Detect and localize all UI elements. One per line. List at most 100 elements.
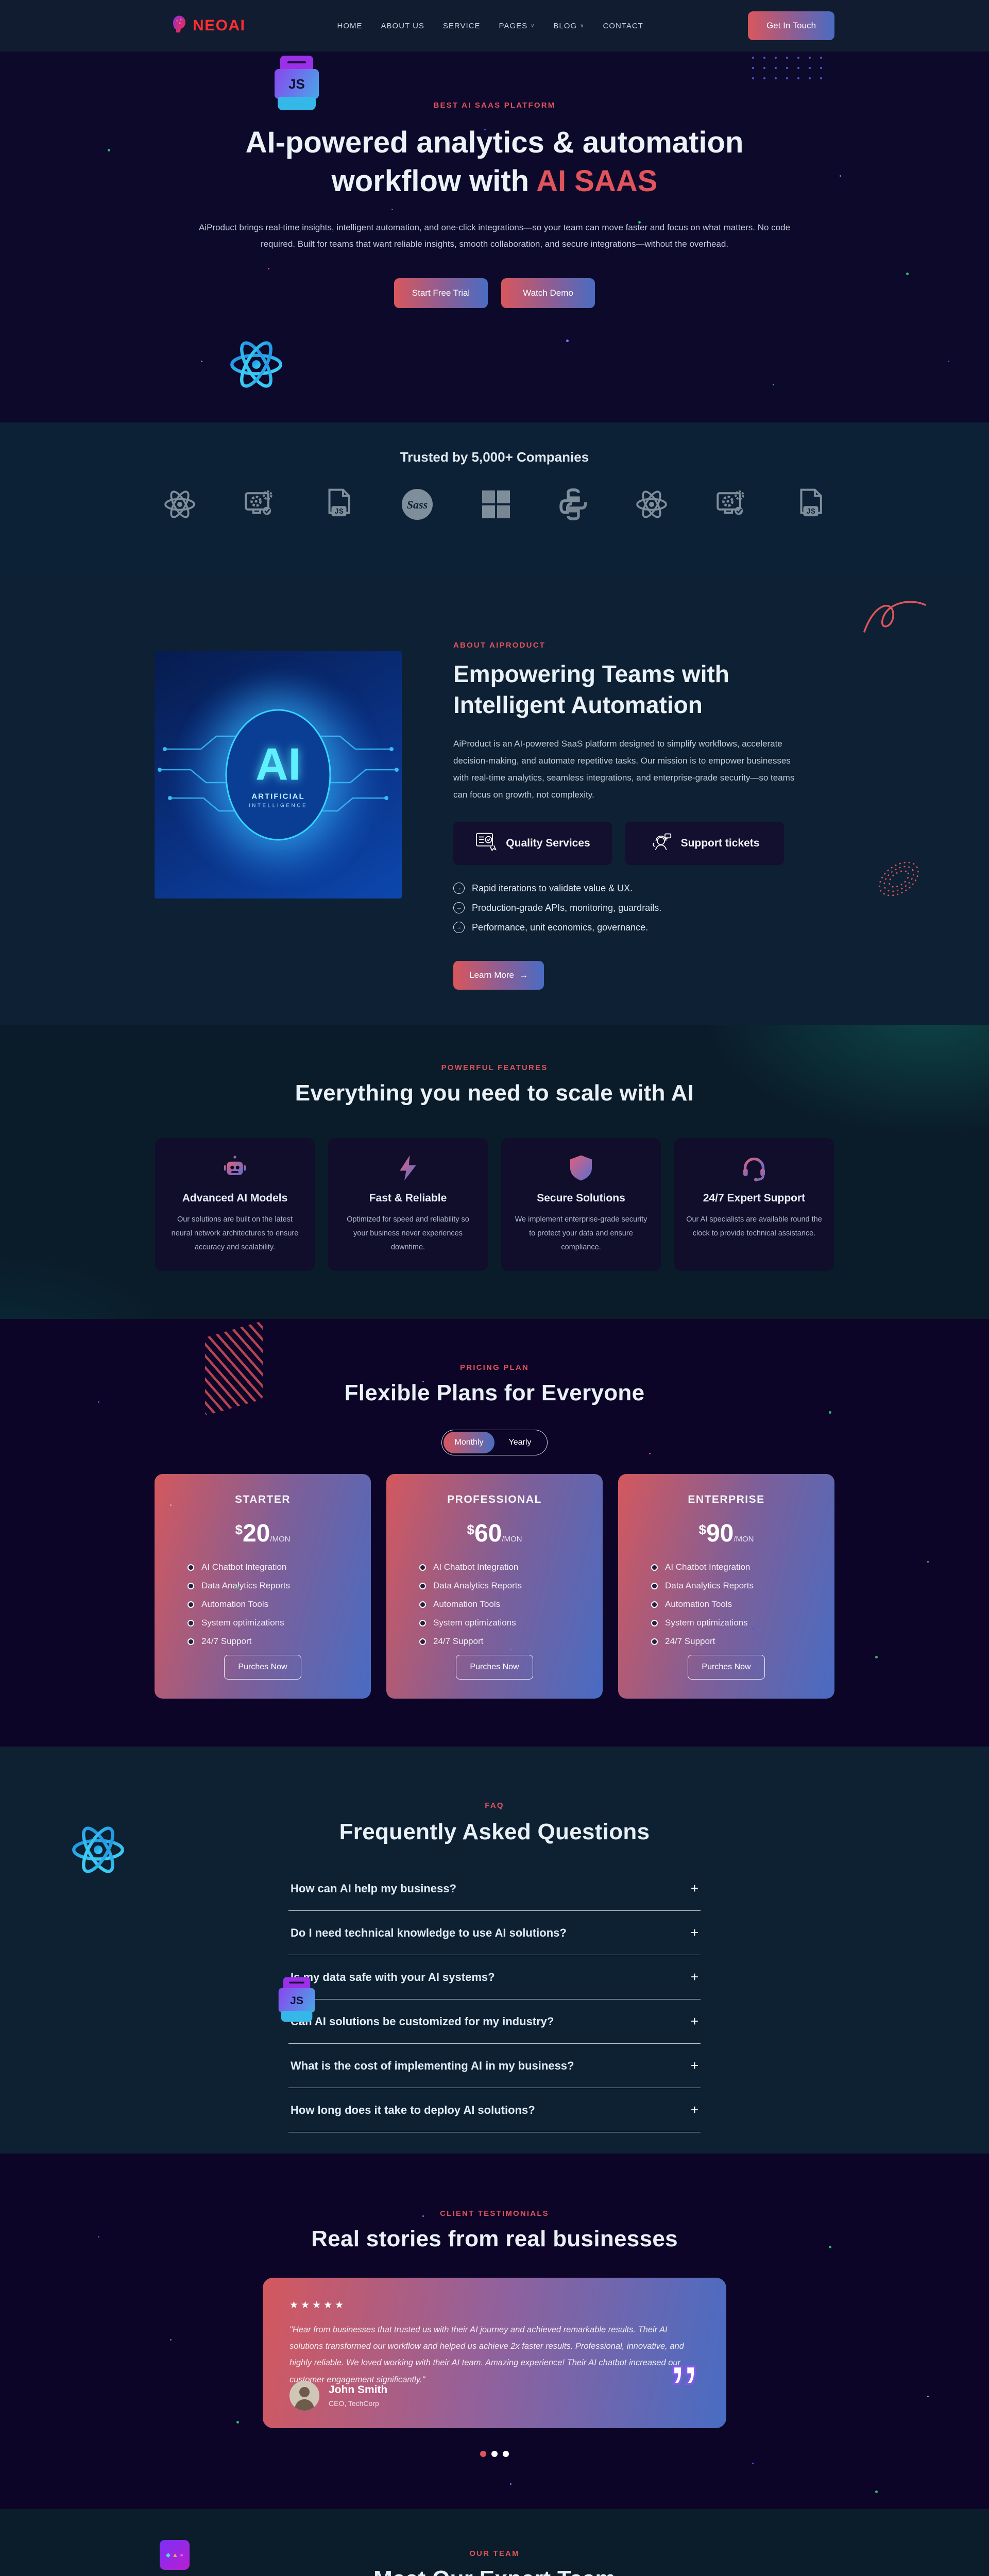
testimonials-title: Real stories from real businesses <box>311 2226 678 2251</box>
js-badge-icon: JS <box>273 56 320 110</box>
plan-card-starter: STARTER $20/MON AI Chatbot Integration D… <box>155 1474 371 1699</box>
hero-description: AiProduct brings real-time insights, int… <box>198 222 791 249</box>
about-bullet: → Rapid iterations to validate value & UX… <box>453 883 814 894</box>
svg-text:Sass: Sass <box>407 498 428 511</box>
support-tickets-chip: Support tickets <box>625 822 784 866</box>
ring-bullet-icon <box>419 1638 426 1645</box>
js-badge-icon: JS <box>277 1977 316 2022</box>
watch-demo-button[interactable]: Watch Demo <box>501 278 595 309</box>
support-agent-icon <box>650 832 673 855</box>
ring-bullet-icon <box>651 1601 658 1608</box>
purchase-now-button[interactable]: Purches Now <box>224 1655 301 1680</box>
swirl-decoration <box>861 596 928 642</box>
billing-monthly-option[interactable]: Monthly <box>444 1432 494 1453</box>
lightning-bolt-icon <box>394 1155 422 1184</box>
features-kicker: POWERFUL FEATURES <box>441 1063 548 1072</box>
chevron-down-icon: ∨ <box>580 23 585 29</box>
ring-bullet-icon <box>419 1582 426 1589</box>
ring-bullet-icon <box>187 1638 194 1645</box>
react-atom-icon <box>71 1823 125 1879</box>
about-kicker: ABOUT AIPRODUCT <box>453 641 546 650</box>
shapes-box-icon: ◆ ▲ ● <box>160 2540 190 2570</box>
carousel-dot[interactable] <box>503 2451 509 2457</box>
carousel-dot[interactable] <box>480 2451 486 2457</box>
nav-contact[interactable]: CONTACT <box>603 21 643 30</box>
ring-bullet-icon <box>187 1619 194 1626</box>
dots-grid-decoration <box>752 57 825 79</box>
feature-card-support[interactable]: 24/7 Expert Support Our AI specialists a… <box>674 1138 834 1271</box>
plan-price: $20/MON <box>235 1520 291 1547</box>
about-bullet: → Production-grade APIs, monitoring, guar… <box>453 902 814 914</box>
plan-card-enterprise: ENTERPRISE $90/MON AI Chatbot Integratio… <box>618 1474 834 1699</box>
about-title: Empowering Teams with Intelligent Automa… <box>453 660 729 718</box>
nav-pages[interactable]: PAGES ∨ <box>499 21 535 30</box>
purchase-now-button[interactable]: Purches Now <box>688 1655 765 1680</box>
purchase-now-button[interactable]: Purches Now <box>456 1655 533 1680</box>
get-in-touch-button[interactable]: Get In Touch <box>748 11 834 40</box>
hero-title-accent: AI SAAS <box>536 164 658 198</box>
checklist-monitor-icon <box>475 832 498 855</box>
ring-bullet-icon <box>419 1619 426 1626</box>
billing-toggle: Monthly Yearly <box>441 1430 548 1455</box>
star-rating: ★★★★★ <box>289 2300 347 2311</box>
plus-icon[interactable]: + <box>690 2013 698 2029</box>
arrow-bullet-icon: → <box>453 902 465 914</box>
arrow-right-icon: → <box>519 970 528 980</box>
plan-price: $60/MON <box>467 1520 522 1547</box>
ring-bullet-icon <box>651 1638 658 1645</box>
nav-home[interactable]: HOME <box>337 21 363 30</box>
carousel-dot[interactable] <box>491 2451 498 2457</box>
about-bullet: → Performance, unit economics, governance… <box>453 922 814 934</box>
faq-item[interactable]: How can AI help my business? + <box>288 1867 701 1911</box>
js-file-logo-icon: JS <box>325 488 353 523</box>
features-title: Everything you need to scale with AI <box>295 1080 694 1106</box>
chevron-down-icon: ∨ <box>531 23 535 29</box>
team-section: ◆▲● OUR TEAM Meet Our Expert Team Mia Ta… <box>0 2509 989 2576</box>
gear-monitor-logo-icon <box>243 488 277 523</box>
arrow-bullet-icon: → <box>453 922 465 934</box>
plus-icon[interactable]: + <box>690 2102 698 2117</box>
python-logo-icon <box>558 488 588 523</box>
ai-artwork-text: AI <box>255 738 301 789</box>
plus-icon[interactable]: + <box>690 1969 698 1985</box>
features-section: POWERFUL FEATURES Everything you need to… <box>0 1025 989 1319</box>
feature-card-fast-reliable[interactable]: Fast & Reliable Optimized for speed and … <box>328 1138 488 1271</box>
microsoft-logo-icon <box>481 489 511 522</box>
faq-item[interactable]: What is the cost of implementing AI in m… <box>288 2044 701 2088</box>
feature-card-ai-models[interactable]: Advanced AI Models Our solutions are bui… <box>155 1138 315 1271</box>
plus-icon[interactable]: + <box>690 2058 698 2073</box>
plus-icon[interactable]: + <box>690 1880 698 1896</box>
ring-bullet-icon <box>651 1564 658 1571</box>
plus-icon[interactable]: + <box>690 1925 698 1940</box>
faq-item[interactable]: How long does it take to deploy AI solut… <box>288 2088 701 2132</box>
feature-card-secure[interactable]: Secure Solutions We implement enterprise… <box>501 1138 661 1271</box>
react-logo-icon <box>164 488 196 523</box>
react-logo-icon <box>636 488 668 523</box>
faq-item[interactable]: Is my data safe with your AI systems? + <box>288 1955 701 1999</box>
js-file-logo-icon: JS <box>796 488 825 523</box>
billing-yearly-option[interactable]: Yearly <box>508 1438 532 1447</box>
faq-section: JS FAQ Frequently Asked Questions How ca… <box>0 1747 989 2154</box>
team-kicker: OUR TEAM <box>469 2549 520 2558</box>
circuit-lines <box>158 735 399 812</box>
faq-item[interactable]: Can AI solutions be customized for my in… <box>288 1999 701 2044</box>
testimonials-section: CLIENT TESTIMONIALS Real stories from re… <box>0 2154 989 2509</box>
brand-logo[interactable]: NEOAI <box>170 14 246 38</box>
learn-more-button[interactable]: Learn More → <box>453 961 544 990</box>
svg-text:JS: JS <box>806 508 815 516</box>
faq-item[interactable]: Do I need technical knowledge to use AI … <box>288 1911 701 1955</box>
trusted-section: Trusted by 5,000+ Companies JS Sass JS <box>0 422 989 582</box>
nav-service[interactable]: SERVICE <box>442 21 481 30</box>
testimonial-card: ★★★★★ "Hear from businesses that trusted… <box>263 2278 726 2428</box>
nav-about[interactable]: ABOUT US <box>381 21 424 30</box>
dotted-spiral-decoration <box>874 849 923 911</box>
ring-bullet-icon <box>419 1601 426 1608</box>
faq-kicker: FAQ <box>485 1801 504 1810</box>
quality-services-chip: Quality Services <box>453 822 612 866</box>
company-logo-row: JS Sass JS <box>0 488 989 523</box>
start-free-trial-button[interactable]: Start Free Trial <box>394 278 488 309</box>
ring-bullet-icon <box>419 1564 426 1571</box>
ring-bullet-icon <box>651 1619 658 1626</box>
react-atom-icon <box>229 337 283 394</box>
nav-blog[interactable]: BLOG ∨ <box>553 21 585 30</box>
